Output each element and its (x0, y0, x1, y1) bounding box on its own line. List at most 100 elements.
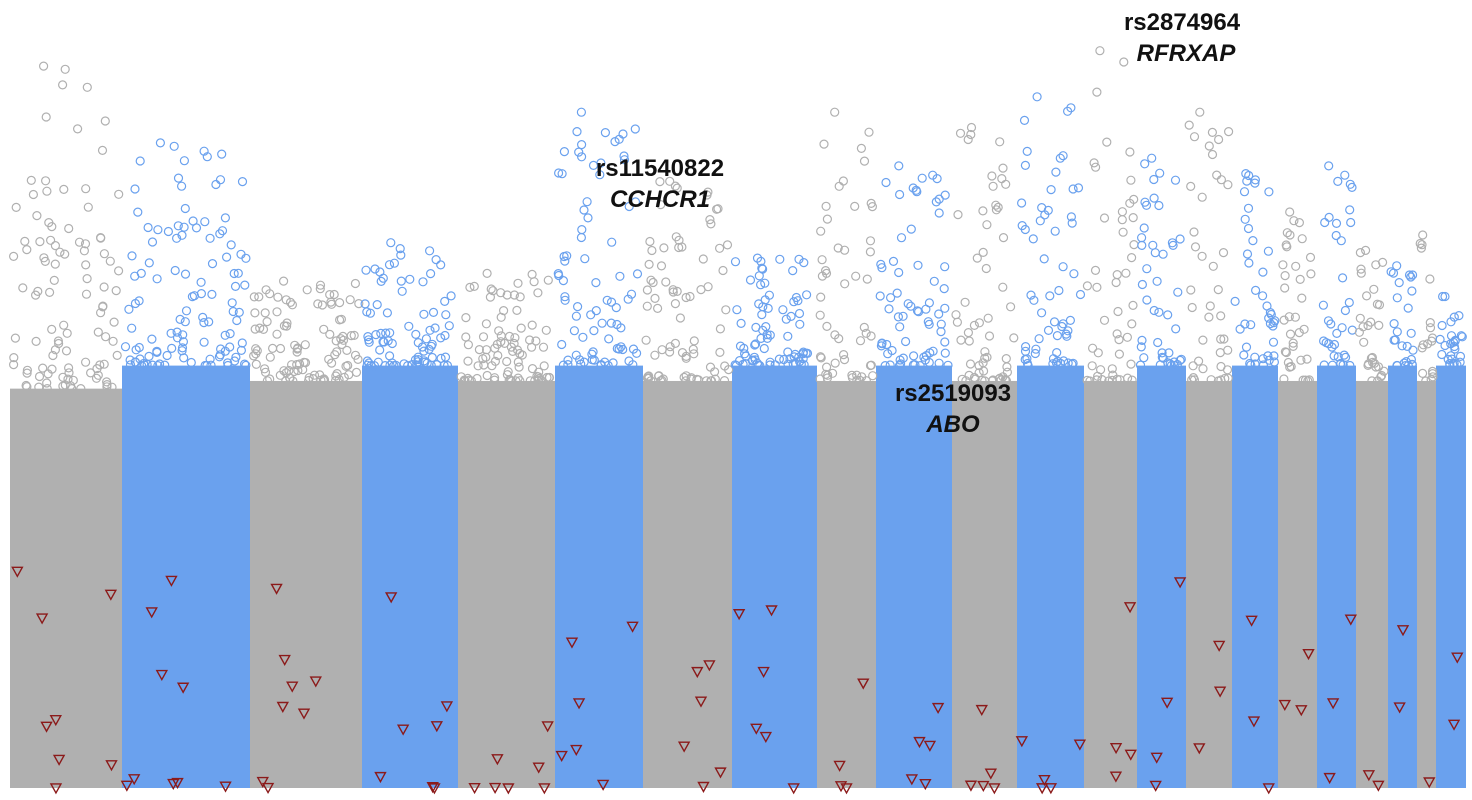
snp-point (821, 369, 831, 379)
snp-point-peak (1147, 153, 1157, 163)
special-marker (964, 780, 978, 792)
snp-point (1421, 376, 1431, 386)
snp-point (1369, 358, 1380, 368)
snp-point (260, 308, 270, 318)
snp-point (127, 323, 137, 333)
snp-point (955, 128, 966, 138)
snp-point (580, 254, 590, 264)
snp-point (428, 307, 439, 317)
snp-point (1158, 249, 1168, 259)
snp-point (60, 64, 70, 74)
snp-point (134, 296, 144, 306)
snp-point (1175, 355, 1185, 365)
snp-point (578, 332, 588, 342)
snp-point (755, 361, 765, 371)
snp-point (1173, 287, 1183, 297)
snp-point (372, 300, 382, 310)
snp-point (1093, 348, 1103, 358)
snp-point (646, 275, 656, 285)
snp-point (349, 330, 359, 340)
snp-point (79, 246, 90, 256)
snp-point (1149, 305, 1159, 316)
snp-point (272, 307, 282, 317)
snp-point (473, 361, 483, 371)
snp-point (698, 254, 708, 264)
snp-point (1102, 137, 1112, 147)
special-marker (426, 782, 439, 794)
snp-point (822, 214, 833, 224)
snp-point (705, 215, 715, 225)
snp-point (1392, 327, 1402, 337)
snp-point (315, 284, 325, 294)
snp-point (1417, 240, 1427, 250)
snp-point (868, 371, 878, 381)
snp-point (572, 302, 583, 312)
special-marker (1150, 752, 1163, 764)
snp-point (431, 255, 441, 265)
special-marker (1193, 743, 1206, 755)
snp-point (474, 345, 484, 355)
snp-point (616, 342, 626, 352)
snp-point (1187, 302, 1197, 313)
chromosome-bands (10, 365, 1466, 788)
chromosome-band-2 (122, 365, 250, 788)
snp-point (644, 259, 654, 269)
special-marker (694, 696, 708, 708)
snp-point (1257, 291, 1268, 301)
snp-point (478, 332, 489, 342)
snp-point (1369, 284, 1379, 294)
snp-point (1139, 353, 1149, 363)
snp-point (974, 368, 984, 378)
snp-point (80, 239, 91, 249)
snp-point (142, 359, 152, 369)
snp-point (1189, 132, 1200, 142)
snp-point (1367, 376, 1377, 386)
snp-point (969, 320, 980, 330)
snp-point (1099, 315, 1110, 325)
snp-point (1280, 347, 1291, 357)
snp-point (1009, 333, 1019, 343)
snp-point (1190, 242, 1201, 252)
snp-point (877, 339, 887, 349)
special-marker (127, 774, 141, 786)
snp-point (387, 358, 397, 368)
snp-point (794, 308, 805, 319)
snp-point (1340, 305, 1351, 316)
snp-point (316, 375, 326, 385)
snp-point (262, 317, 272, 327)
snp-point (895, 355, 905, 365)
special-marker (35, 613, 49, 625)
snp-point (539, 361, 549, 371)
snp-point (1053, 356, 1063, 366)
snp-point (220, 213, 230, 223)
snp-point (1142, 264, 1152, 274)
snp-point (384, 260, 395, 270)
snp-point (1140, 159, 1150, 169)
snp-point (1049, 317, 1060, 327)
snp-point (974, 318, 985, 328)
snp-point (496, 337, 506, 347)
special-marker (1212, 640, 1226, 652)
special-marker (165, 575, 178, 587)
snp-point (95, 360, 105, 370)
snp-point (396, 276, 406, 286)
snp-point (618, 344, 628, 355)
snp-point (237, 177, 248, 187)
snp-point (672, 183, 682, 193)
snp-point (207, 289, 217, 299)
snp-point (440, 352, 451, 362)
snp-point (1020, 224, 1030, 235)
snp-point (251, 359, 261, 369)
snp-point (325, 329, 335, 339)
snp-point (99, 249, 110, 259)
snp-point (880, 361, 890, 371)
snp-point (1055, 358, 1066, 368)
special-marker (261, 782, 275, 795)
snp-point (199, 337, 209, 347)
snp-point (1304, 375, 1314, 385)
snp-point (366, 361, 376, 371)
snp-point (587, 355, 597, 365)
snp-point (440, 296, 450, 306)
snp-point (924, 319, 934, 329)
snp-point (413, 357, 423, 367)
